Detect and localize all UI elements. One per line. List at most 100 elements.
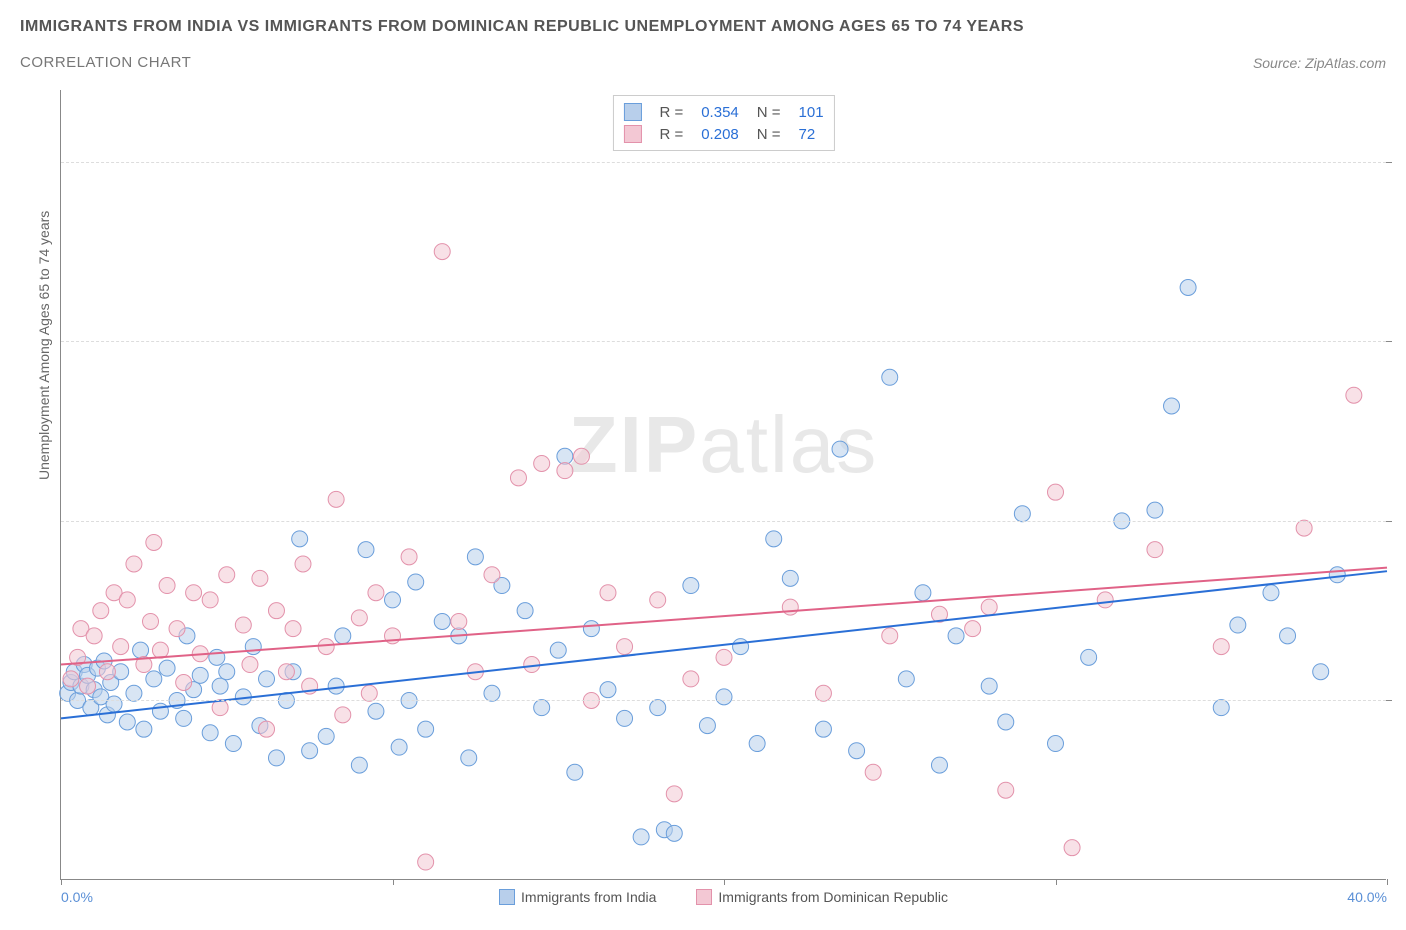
data-point-dr: [534, 455, 550, 471]
data-point-india: [815, 721, 831, 737]
data-point-india: [1081, 649, 1097, 665]
data-point-india: [292, 531, 308, 547]
data-point-india: [650, 700, 666, 716]
data-point-india: [915, 585, 931, 601]
data-point-india: [981, 678, 997, 694]
data-point-india: [1313, 664, 1329, 680]
y-tick-label: 20.0%: [1391, 154, 1406, 170]
n-value: 101: [791, 102, 832, 122]
data-point-india: [268, 750, 284, 766]
data-point-dr: [683, 671, 699, 687]
data-point-india: [219, 664, 235, 680]
y-tick-mark: [1386, 341, 1392, 342]
data-point-india: [461, 750, 477, 766]
data-point-dr: [510, 470, 526, 486]
data-point-india: [782, 570, 798, 586]
data-point-dr: [146, 534, 162, 550]
data-point-dr: [86, 628, 102, 644]
r-value: 0.354: [693, 102, 747, 122]
data-point-india: [302, 743, 318, 759]
data-point-india: [159, 660, 175, 676]
data-point-dr: [113, 639, 129, 655]
n-label: N =: [749, 102, 789, 122]
r-label: R =: [651, 102, 691, 122]
data-point-dr: [351, 610, 367, 626]
data-point-dr: [600, 585, 616, 601]
data-point-dr: [285, 621, 301, 637]
y-tick-label: 5.0%: [1391, 692, 1406, 708]
data-point-dr: [434, 244, 450, 260]
data-point-india: [434, 613, 450, 629]
y-axis-title: Unemployment Among Ages 65 to 74 years: [36, 211, 52, 480]
data-point-india: [583, 621, 599, 637]
data-point-india: [1263, 585, 1279, 601]
data-point-dr: [219, 567, 235, 583]
data-point-dr: [1346, 387, 1362, 403]
data-point-dr: [63, 671, 79, 687]
data-point-dr: [176, 675, 192, 691]
legend-label: Immigrants from Dominican Republic: [718, 889, 948, 905]
data-point-india: [351, 757, 367, 773]
data-point-dr: [418, 854, 434, 870]
data-point-india: [133, 642, 149, 658]
data-point-dr: [143, 613, 159, 629]
data-point-india: [418, 721, 434, 737]
data-point-india: [534, 700, 550, 716]
data-point-dr: [126, 556, 142, 572]
data-point-india: [633, 829, 649, 845]
data-point-india: [391, 739, 407, 755]
data-point-india: [318, 728, 334, 744]
legend-item: Immigrants from Dominican Republic: [696, 889, 948, 905]
data-point-india: [408, 574, 424, 590]
data-point-india: [119, 714, 135, 730]
y-tick-label: 10.0%: [1391, 513, 1406, 529]
data-point-dr: [617, 639, 633, 655]
data-point-dr: [186, 585, 202, 601]
data-point-dr: [451, 613, 467, 629]
data-point-dr: [202, 592, 218, 608]
data-point-dr: [119, 592, 135, 608]
data-point-india: [106, 696, 122, 712]
data-point-india: [733, 639, 749, 655]
legend-swatch: [499, 889, 515, 905]
data-point-dr: [328, 491, 344, 507]
data-point-india: [600, 682, 616, 698]
data-point-dr: [573, 448, 589, 464]
data-point-dr: [169, 621, 185, 637]
data-point-dr: [1213, 639, 1229, 655]
data-point-india: [749, 736, 765, 752]
data-point-dr: [278, 664, 294, 680]
data-point-india: [467, 549, 483, 565]
data-point-dr: [865, 764, 881, 780]
data-point-india: [484, 685, 500, 701]
data-point-india: [212, 678, 228, 694]
data-point-india: [898, 671, 914, 687]
y-tick-mark: [1386, 700, 1392, 701]
data-point-dr: [401, 549, 417, 565]
r-value: 0.208: [693, 124, 747, 144]
y-tick-label: 15.0%: [1391, 333, 1406, 349]
data-point-india: [1280, 628, 1296, 644]
chart-svg: [61, 90, 1386, 879]
data-point-india: [683, 578, 699, 594]
data-point-dr: [965, 621, 981, 637]
r-label: R =: [651, 124, 691, 144]
data-point-india: [385, 592, 401, 608]
gridline: [61, 162, 1386, 163]
data-point-india: [557, 448, 573, 464]
data-point-india: [1329, 567, 1345, 583]
source-label: Source: ZipAtlas.com: [1253, 55, 1386, 71]
data-point-india: [225, 736, 241, 752]
data-point-dr: [159, 578, 175, 594]
data-point-dr: [815, 685, 831, 701]
data-point-india: [1180, 280, 1196, 296]
data-point-india: [146, 671, 162, 687]
data-point-dr: [242, 657, 258, 673]
data-point-india: [666, 825, 682, 841]
stats-row: R =0.354N =101: [615, 102, 831, 122]
data-point-dr: [1147, 542, 1163, 558]
data-point-dr: [152, 642, 168, 658]
data-point-dr: [1097, 592, 1113, 608]
data-point-india: [335, 628, 351, 644]
x-tick-mark: [1387, 879, 1388, 885]
